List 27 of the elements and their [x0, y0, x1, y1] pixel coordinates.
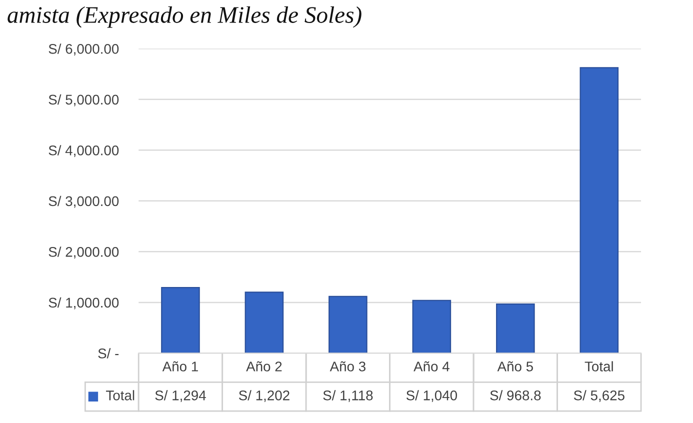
legend-label: Total [106, 390, 134, 400]
y-tick-label: S/ - [98, 348, 119, 358]
data-label: S/ 1,118 [323, 390, 373, 402]
x-tick-label: Año 5 [497, 361, 533, 372]
data-label: S/ 1,202 [238, 390, 290, 402]
bar [161, 286, 200, 354]
y-tick-label: S/ 4,000.00 [48, 145, 119, 157]
y-tick-label: S/ 3,000.00 [48, 196, 119, 208]
y-tick-label: S/ 1,000.00 [48, 297, 119, 310]
y-tick-label: S/ 5,000.00 [48, 94, 119, 106]
bar [412, 300, 452, 354]
y-tick-label: S/ 6,000.00 [48, 44, 119, 56]
x-tick-label: Total [584, 361, 613, 372]
data-label: S/ 968.8 [490, 390, 541, 400]
chart-title: amista (Expresado en Miles de Soles) [8, 6, 362, 28]
bar [244, 292, 284, 354]
data-label: S/ 1,294 [155, 390, 206, 402]
data-label: S/ 5,625 [574, 390, 624, 402]
bar [580, 67, 619, 354]
x-tick-label: Año 4 [414, 361, 450, 372]
y-tick-label: S/ 2,000.00 [48, 246, 119, 258]
x-tick-label: Año 3 [330, 361, 366, 372]
data-label: S/ 1,040 [406, 390, 458, 402]
x-tick-label: Año 1 [162, 361, 198, 372]
bar [328, 296, 368, 354]
bar [496, 303, 535, 354]
x-tick-label: Año 2 [246, 361, 282, 372]
